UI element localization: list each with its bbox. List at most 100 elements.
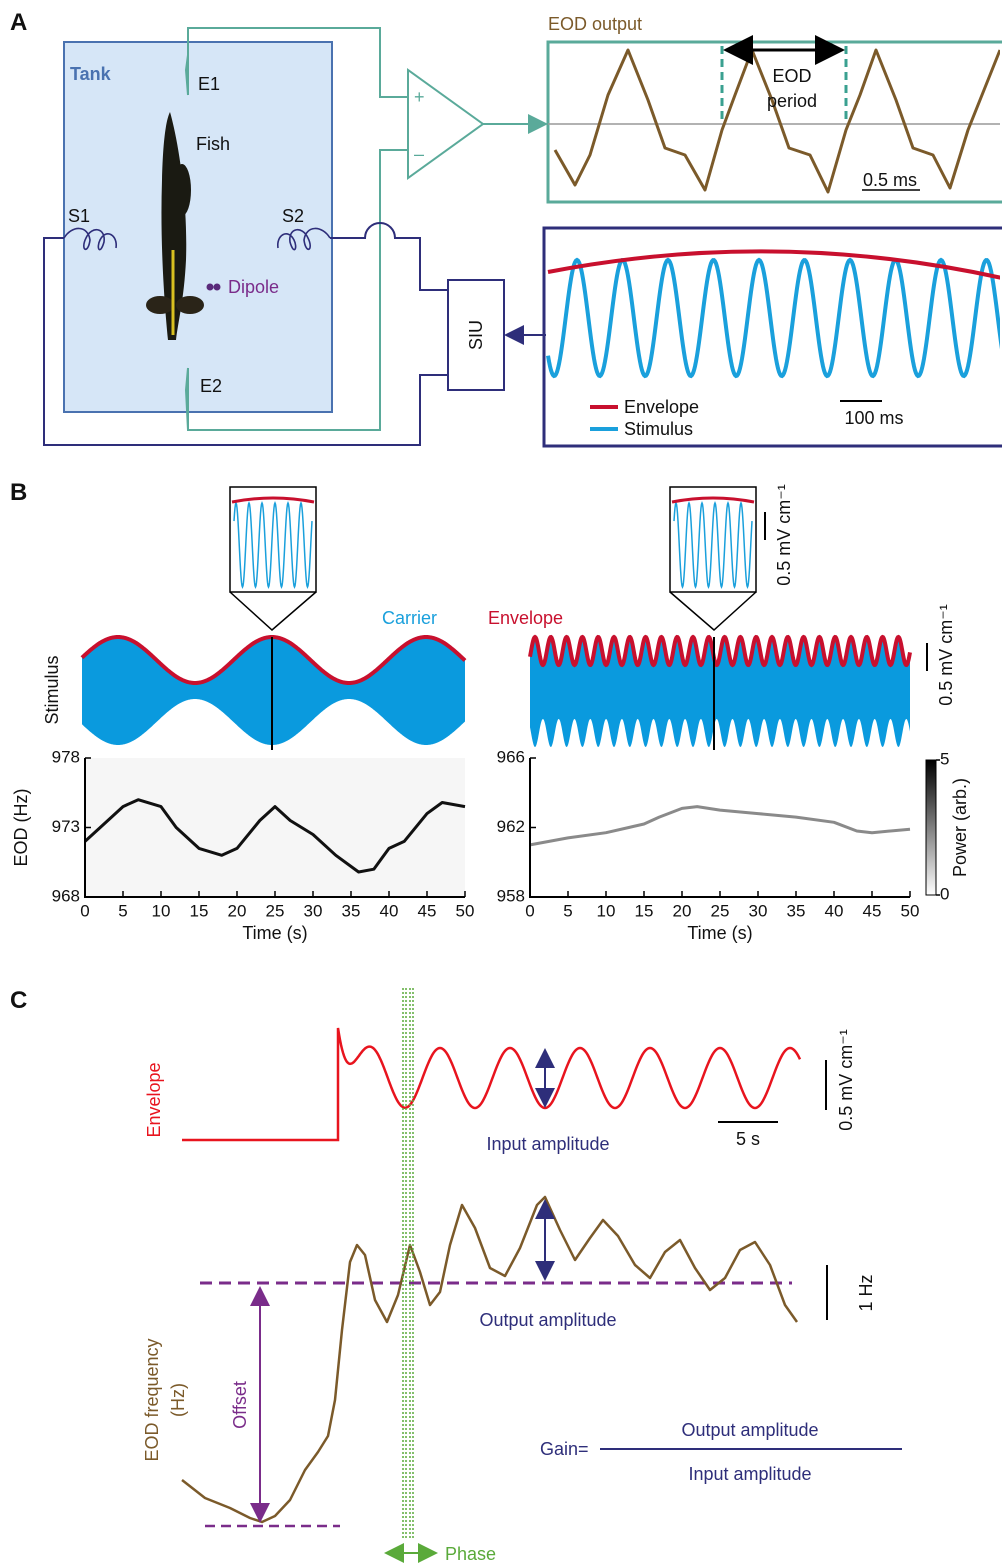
- fish-fin: [173, 164, 191, 216]
- scale-label: 1 Hz: [856, 1274, 876, 1311]
- amplifier: [407, 68, 485, 180]
- colorbar: [925, 759, 937, 896]
- y-tick-label: 962: [497, 817, 525, 836]
- plot-background: [85, 758, 465, 897]
- legend-label: Envelope: [624, 397, 699, 417]
- panel-label: A: [10, 9, 27, 36]
- x-tick-label: 45: [418, 901, 437, 920]
- amp-minus: –: [414, 144, 424, 164]
- envelope-label: Envelope: [144, 1062, 164, 1137]
- eod-line: [83, 798, 466, 874]
- scale-label: 100 ms: [844, 408, 903, 428]
- inset-envelope: [671, 496, 755, 504]
- input-amplitude-label: Input amplitude: [486, 1134, 609, 1154]
- eod-frequency-label: (Hz): [168, 1383, 188, 1417]
- s1-label: S1: [68, 206, 90, 226]
- x-tick-label: 25: [711, 901, 730, 920]
- dipole-pole: [206, 283, 214, 291]
- x-tick-label: 5: [563, 901, 572, 920]
- y-axis-label: EOD (Hz): [11, 789, 31, 867]
- gain-numerator: Output amplitude: [681, 1420, 818, 1440]
- inset-carrier: [673, 501, 753, 589]
- panel-label: B: [10, 479, 27, 506]
- stimulus-label: Stimulus: [42, 655, 62, 724]
- e2-label: E2: [200, 376, 222, 396]
- legend-label: Stimulus: [624, 419, 693, 439]
- carrier-area: [530, 637, 910, 747]
- y-tick-label: 958: [497, 886, 525, 905]
- electrode-e2: [184, 367, 189, 431]
- x-tick-label: 30: [749, 901, 768, 920]
- colorbar-tick-label: 0: [940, 884, 949, 903]
- stimulus-box: [542, 226, 1002, 448]
- wire-s1: [43, 237, 448, 446]
- colorbar-tick-label: 5: [940, 749, 949, 768]
- y-tick-label: 966: [497, 747, 525, 766]
- envelope-line: [528, 634, 912, 668]
- inset-connector: [669, 591, 757, 632]
- tank-label: Tank: [70, 64, 112, 84]
- x-tick-label: 5: [118, 901, 127, 920]
- plot-background: [530, 758, 910, 897]
- y-tick-label: 978: [52, 747, 80, 766]
- gain-label: Gain=: [540, 1439, 589, 1459]
- stimulus-b-group: [80, 486, 912, 750]
- x-tick-label: 25: [266, 901, 285, 920]
- x-tick-label: 10: [597, 901, 616, 920]
- y-tick-label: 973: [52, 817, 80, 836]
- stimulus-envelope: [547, 249, 1000, 280]
- stimulus-trace-group: [546, 249, 1000, 379]
- envelope-line: [80, 635, 467, 685]
- scale-label: 0.5 mV cm⁻¹: [836, 1029, 856, 1131]
- eod-line: [529, 805, 911, 847]
- x-tick-label: 0: [525, 901, 534, 920]
- eod-frequency-trace: [181, 1195, 799, 1524]
- x-tick-label: 50: [901, 901, 920, 920]
- fish-fin: [176, 296, 204, 314]
- y-tick-label: 968: [52, 886, 80, 905]
- wire-e2: [187, 149, 408, 431]
- electrode-e1: [184, 28, 189, 96]
- output-amplitude-label: Output amplitude: [479, 1310, 616, 1330]
- dipole-pole: [213, 283, 221, 291]
- x-tick-label: 0: [80, 901, 89, 920]
- amp-plus: +: [414, 87, 425, 107]
- fish-fin: [146, 296, 174, 314]
- x-axis-label: Time (s): [687, 923, 752, 943]
- envelope-label: Envelope: [488, 608, 563, 628]
- siu-label: SIU: [466, 320, 486, 350]
- x-tick-label: 10: [152, 901, 171, 920]
- scale-label: 5 s: [736, 1129, 760, 1149]
- coil-s2: [277, 227, 331, 251]
- fish-label: Fish: [196, 134, 230, 154]
- x-tick-label: 15: [635, 901, 654, 920]
- x-tick-label: 20: [228, 901, 247, 920]
- siu-box: [447, 279, 505, 391]
- coil-s1: [63, 227, 117, 251]
- x-tick-label: 35: [342, 901, 361, 920]
- e1-label: E1: [198, 74, 220, 94]
- eod-period-label: period: [767, 91, 817, 111]
- dipole-label: Dipole: [228, 277, 279, 297]
- inset-envelope: [231, 496, 315, 504]
- x-axis-label: Time (s): [242, 923, 307, 943]
- x-tick-label: 40: [380, 901, 399, 920]
- x-tick-label: 35: [787, 901, 806, 920]
- carrier-area: [82, 637, 465, 745]
- phase-label: Phase: [445, 1544, 496, 1564]
- eod-trace-group: [548, 48, 1000, 194]
- s2-label: S2: [282, 206, 304, 226]
- x-tick-label: 45: [863, 901, 882, 920]
- wire-s2: [330, 222, 448, 291]
- x-tick-label: 20: [673, 901, 692, 920]
- x-tick-label: 15: [190, 901, 209, 920]
- tank: [63, 41, 333, 413]
- offset-label: Offset: [230, 1381, 250, 1429]
- envelope-trace: [182, 1027, 802, 1142]
- x-tick-label: 30: [304, 901, 323, 920]
- scale-label: 0.5 ms: [863, 170, 917, 190]
- chart: 968 973 978 0 5 10 15 20 25 30 35 40 45 50 Time (s) EOD…: [11, 747, 474, 943]
